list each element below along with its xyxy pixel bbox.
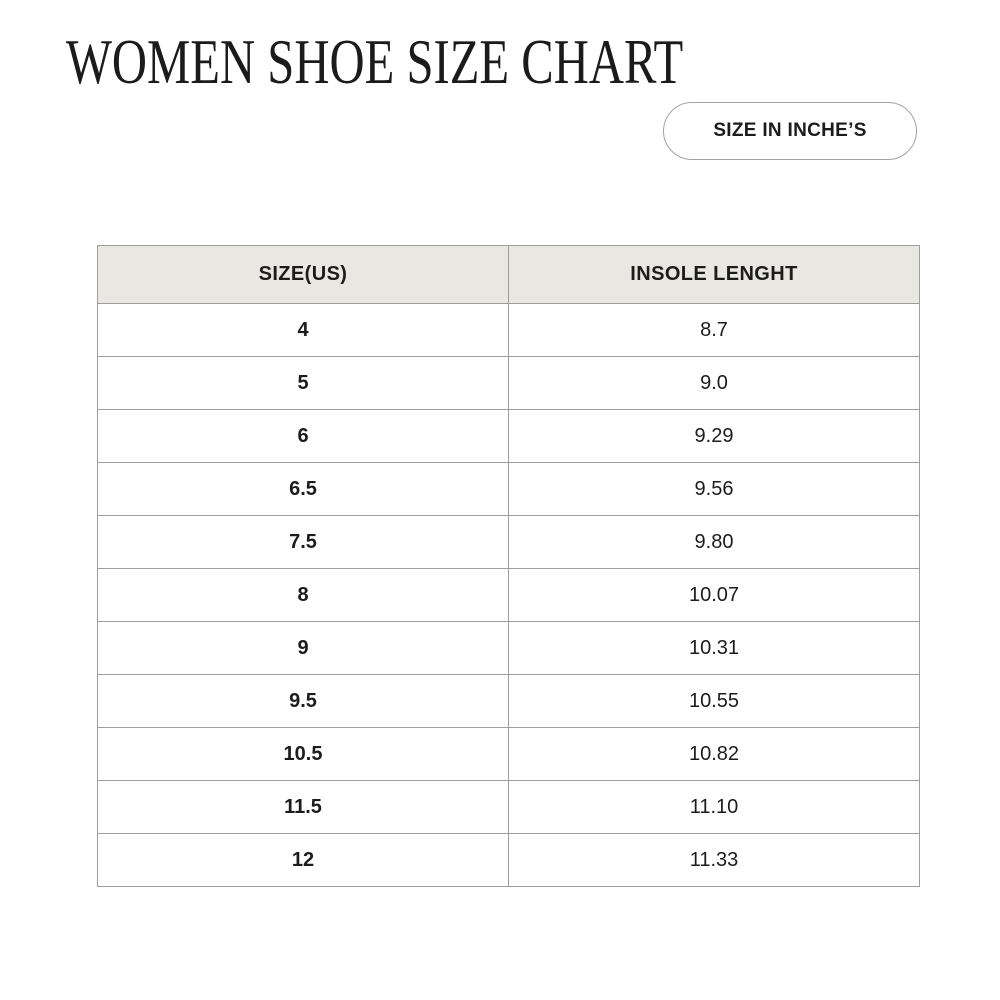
table-row: 6 9.29 [97,409,920,463]
insole-value: 10.55 [508,674,920,728]
insole-value: 9.56 [508,462,920,516]
table-header-row: SIZE(US) INSOLE LENGHT [97,245,920,304]
table-row: 8 10.07 [97,568,920,622]
size-value: 7.5 [97,515,509,569]
column-header-size-us: SIZE(US) [97,245,509,304]
size-value: 4 [97,303,509,357]
insole-value: 9.80 [508,515,920,569]
size-unit-badge[interactable]: SIZE IN INCHE’S [663,102,917,160]
insole-value: 9.0 [508,356,920,410]
column-header-insole-length: INSOLE LENGHT [508,245,920,304]
insole-value: 9.29 [508,409,920,463]
table-row: 6.5 9.56 [97,462,920,516]
insole-value: 10.82 [508,727,920,781]
table-row: 5 9.0 [97,356,920,410]
table-row: 9 10.31 [97,621,920,675]
insole-value: 11.33 [508,833,920,887]
size-value: 9 [97,621,509,675]
size-value: 6 [97,409,509,463]
insole-value: 10.07 [508,568,920,622]
size-value: 12 [97,833,509,887]
size-value: 8 [97,568,509,622]
size-value: 9.5 [97,674,509,728]
table-row: 9.5 10.55 [97,674,920,728]
insole-value: 11.10 [508,780,920,834]
page-title: WOMEN SHOE SIZE CHART [66,26,684,97]
size-value: 10.5 [97,727,509,781]
table-row: 10.5 10.82 [97,727,920,781]
table-row: 4 8.7 [97,303,920,357]
size-chart-table: SIZE(US) INSOLE LENGHT 4 8.7 5 9.0 6 9.2… [97,245,920,887]
size-value: 5 [97,356,509,410]
table-row: 12 11.33 [97,833,920,887]
size-unit-badge-label: SIZE IN INCHE’S [713,120,867,141]
size-value: 11.5 [97,780,509,834]
insole-value: 10.31 [508,621,920,675]
table-row: 11.5 11.10 [97,780,920,834]
table-row: 7.5 9.80 [97,515,920,569]
size-value: 6.5 [97,462,509,516]
insole-value: 8.7 [508,303,920,357]
